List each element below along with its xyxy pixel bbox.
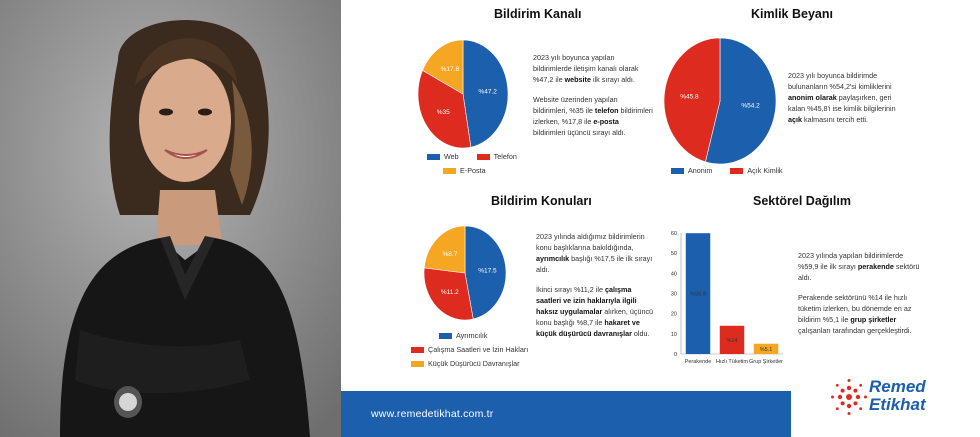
konular-title: Bildirim Konuları — [491, 194, 592, 208]
legend-swatch — [411, 346, 424, 353]
portrait-illustration — [0, 0, 341, 437]
kimlik-text: 2023 yılı boyunca bildirimde bulunanları… — [788, 71, 896, 124]
pie-slice-2 — [422, 39, 464, 95]
legend-swatch — [427, 153, 440, 160]
y-tick-label: 50 — [671, 251, 677, 257]
pie-slice-2 — [423, 225, 466, 274]
y-tick-label: 20 — [671, 312, 677, 318]
pie-slice-label: %35 — [437, 109, 450, 116]
legend-item-ayrimcilik: Ayrımcılık — [439, 331, 487, 340]
legend-swatch — [671, 167, 684, 174]
legend-item-acik-kimlik: Açık Kimlik — [730, 166, 783, 175]
brand-logo: Remed Etikhat — [791, 369, 980, 437]
legend-label: Anonim — [688, 166, 713, 175]
legend-item-eposta: E-Posta — [443, 166, 486, 175]
legend-label: Çalışma Saatleri ve İzin Hakları — [428, 345, 529, 354]
kimlik-legend: Anonim Açık Kimlik — [671, 166, 783, 180]
website-link[interactable]: www.remedetikhat.com.tr — [371, 408, 494, 420]
bar-2 — [753, 343, 779, 354]
sektor-bar-chart: 0 10 20 30 40 50 60 %59.9 Perakende %14 Hızlı Tüke… — [671, 231, 783, 365]
kanal-pie-chart: %47.2 %35 %17.8 — [417, 39, 509, 149]
legend-label: Ayrımcılık — [456, 331, 488, 340]
pie-slice-1 — [423, 267, 474, 321]
x-category-label: Perakende — [685, 359, 712, 365]
pie-slice-0 — [462, 39, 509, 148]
legend-swatch — [730, 167, 744, 174]
kanal-legend: Web Telefon E-Posta — [427, 152, 517, 180]
pie-slice-label: %17.5 — [478, 267, 497, 274]
legend-label: Küçük Düşürücü Davranışlar — [428, 359, 520, 368]
legend-label: Telefon — [493, 152, 517, 161]
brand-name-line2: Etikhat — [869, 395, 926, 414]
portrait-photo — [0, 0, 341, 437]
pie-slice-label: %17.8 — [441, 66, 460, 73]
legend-swatch — [411, 360, 424, 367]
sektor-title: Sektörel Dağılım — [753, 194, 851, 208]
konular-legend: Ayrımcılık Çalışma Saatleri ve İzin Hakl… — [411, 331, 528, 373]
legend-item-telefon: Telefon — [476, 152, 517, 161]
y-tick-label: 30 — [671, 292, 677, 298]
bar-value-label: %14 — [726, 338, 737, 344]
legend-swatch — [443, 167, 456, 174]
pie-slice-0 — [464, 225, 507, 320]
konular-pie-chart: %17.5 %11.2 %8.7 — [423, 225, 507, 321]
bar-value-label: %59.9 — [690, 292, 706, 298]
y-tick-label: 10 — [671, 332, 677, 338]
dotted-flower-icon — [831, 379, 867, 415]
legend-label: Açık Kimlik — [747, 166, 783, 175]
kimlik-title: Kimlik Beyanı — [751, 7, 833, 21]
bar-1 — [719, 325, 745, 354]
y-tick-label: 40 — [671, 271, 677, 277]
legend-item-web: Web — [427, 152, 459, 161]
legend-label: E-Posta — [460, 166, 486, 175]
pie-slice-label: %11.2 — [441, 289, 459, 296]
legend-label: Web — [444, 152, 459, 161]
brand-name-line1: Remed — [869, 377, 926, 396]
bar-0 — [685, 233, 711, 354]
legend-swatch — [476, 153, 490, 160]
kanal-text: 2023 yılı boyunca yapılan bildirimlerde … — [533, 53, 653, 137]
y-tick-label: 60 — [671, 231, 677, 237]
kimlik-pie-chart: %54.2 %45.8 — [663, 37, 777, 165]
infographic: Bildirim Kanalı %47.2 %35 %17.8 Web Telefo… — [341, 0, 980, 437]
kanal-title: Bildirim Kanalı — [494, 7, 582, 21]
konular-text: 2023 yılında aldığımız bildirimlerin kon… — [536, 232, 654, 338]
legend-item-kucuk-dusurucu: Küçük Düşürücü Davranışlar — [411, 359, 519, 368]
bar-value-label: %5.1 — [760, 347, 773, 353]
pie-slice-label: %47.2 — [478, 88, 497, 95]
x-category-label: Grup Şirketler — [749, 359, 783, 365]
pie-slice-1 — [417, 69, 472, 149]
x-category-label: Hızlı Tüketim — [716, 359, 748, 365]
pie-slice-label: %54.2 — [741, 103, 760, 110]
pie-slice-1 — [663, 37, 721, 163]
legend-item-calisma-saatleri: Çalışma Saatleri ve İzin Hakları — [411, 345, 528, 354]
legend-swatch — [439, 332, 452, 339]
sektor-text: 2023 yılında yapılan bildirimlerde %59,9… — [798, 251, 920, 335]
y-tick-label: 0 — [674, 352, 677, 358]
legend-item-anonim: Anonim — [671, 166, 712, 175]
pie-slice-label: %8.7 — [443, 251, 458, 258]
pie-slice-label: %45.8 — [680, 93, 699, 100]
pie-slice-0 — [705, 37, 777, 165]
